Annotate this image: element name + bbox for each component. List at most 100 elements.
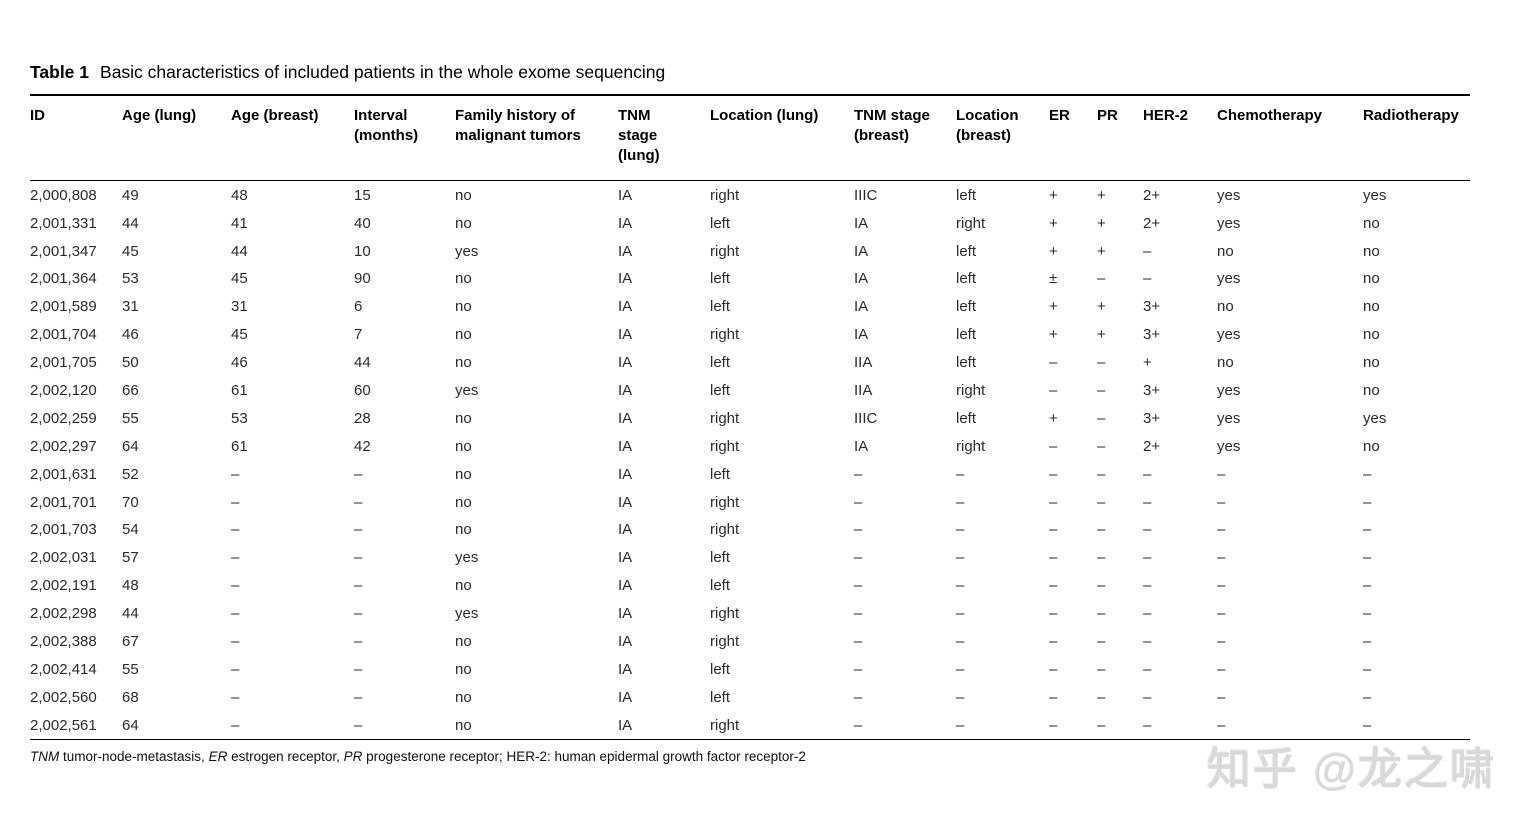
table-cell: – [956,688,965,706]
table-cell: 44 [354,354,371,372]
table-cell: – [1097,354,1106,372]
table-cell: 2,001,704 [30,326,97,344]
table-cell: IA [618,688,633,706]
table-cell: – [956,605,965,623]
table-cell: 2,001,705 [30,354,97,372]
table-cell: 66 [122,381,139,399]
table-cell: 31 [231,298,248,316]
table-cell: – [1097,688,1106,706]
table-cell: no [455,298,472,316]
table-cell: – [1049,549,1058,567]
table-cell: – [1097,605,1106,623]
table-cell: right [710,409,740,427]
table-cell: right [956,437,986,455]
table-cell: + [1049,186,1058,204]
table-cell: yes [1217,326,1241,344]
table-cell: – [1097,577,1106,595]
table-cell: + [1049,326,1058,344]
table-cell: left [710,577,731,595]
table-cell: IA [618,605,633,623]
table-cell: – [231,716,240,734]
table-cell: – [1049,381,1058,399]
table-cell: 2,001,589 [30,298,97,316]
table-cell: – [354,465,363,483]
table-cell: right [956,381,986,399]
table-cell: IA [854,437,869,455]
table-cell: 28 [354,409,371,427]
table-cell: – [1217,549,1226,567]
column-header: Location (breast) [956,107,1019,145]
table-cell: – [354,632,363,650]
table-row: 2,001,364 53 45 90 no IA left IA left ± – – yes no [30,265,1470,293]
table-cell: + [1143,354,1152,372]
table-cell: 2,001,364 [30,270,97,288]
table-cell: – [956,521,965,539]
table-cell: 40 [354,214,371,232]
table-cell: – [1143,270,1152,288]
table-cell: – [1363,465,1372,483]
table-caption: Table 1 Basic characteristics of included… [30,62,1470,83]
table-cell: – [231,549,240,567]
table-cell: 2,002,414 [30,660,97,678]
column-header: Age (lung) [122,107,197,124]
table-cell: IA [854,326,869,344]
table-cell: no [455,688,472,706]
table-cell: no [455,354,472,372]
table-cell: no [455,409,472,427]
table-row: 2,000,808 49 48 15 no IA right IIIC left + +2+ yes y… [30,181,1470,209]
table-cell: – [1363,688,1372,706]
table-cell: – [1217,521,1226,539]
table-cell: – [854,605,863,623]
table-cell: – [1097,716,1106,734]
table-cell: left [710,354,731,372]
table-cell: right [710,326,740,344]
table-cell: 2+ [1143,186,1161,204]
column-header: TNM stage (lung) [618,107,660,165]
table-cell: yes [1217,214,1241,232]
table-cell: – [1143,577,1152,595]
table-cell: IA [854,270,869,288]
table-cell: no [1363,242,1380,260]
table-cell: – [956,632,965,650]
table-cell: 64 [122,716,139,734]
table-cell: no [1363,381,1380,399]
table-cell: no [455,660,472,678]
table-cell: 44 [122,214,139,232]
table-cell: – [854,521,863,539]
table-cell: IA [618,326,633,344]
table-row: 2,001,631 52 – – no IA left – – – – – – – [30,460,1470,488]
table-footnote: TNM tumor-node-metastasis, ER estrogen r… [30,740,1470,764]
table-cell: – [854,493,863,511]
table-cell: no [1363,270,1380,288]
table-cell: IA [618,549,633,567]
table-cell: – [956,577,965,595]
table-cell: + [1097,242,1106,260]
table-cell: – [1143,465,1152,483]
table-cell: – [354,605,363,623]
table-cell: no [455,493,472,511]
table-cell: 64 [122,437,139,455]
table-cell: + [1097,298,1106,316]
table-cell: 45 [122,242,139,260]
column-header: Chemotherapy [1217,107,1323,124]
table-cell: IIIC [854,186,878,204]
table-cell: 45 [231,270,248,288]
table-cell: no [455,632,472,650]
table-cell: no [1363,326,1380,344]
header-row: ID Age (lung) Age (breast) Interval (months)… [30,95,1470,181]
table-cell: 2,001,631 [30,465,97,483]
table-cell: – [1049,493,1058,511]
table-cell: IA [618,632,633,650]
table-cell: – [1049,521,1058,539]
footnote-abbreviation: PR [343,749,363,765]
table-cell: IA [618,409,633,427]
table-cell: IA [618,493,633,511]
table-cell: 3+ [1143,326,1161,344]
footnote-abbreviation: ER [208,749,228,765]
table-cell: left [710,549,731,567]
table-cell: – [1049,632,1058,650]
table-cell: – [1049,660,1058,678]
table-cell: 60 [354,381,371,399]
table-row: 2,002,297 64 61 42 no IA right IA right – – 2+ yes no [30,432,1470,460]
table-cell: – [354,549,363,567]
